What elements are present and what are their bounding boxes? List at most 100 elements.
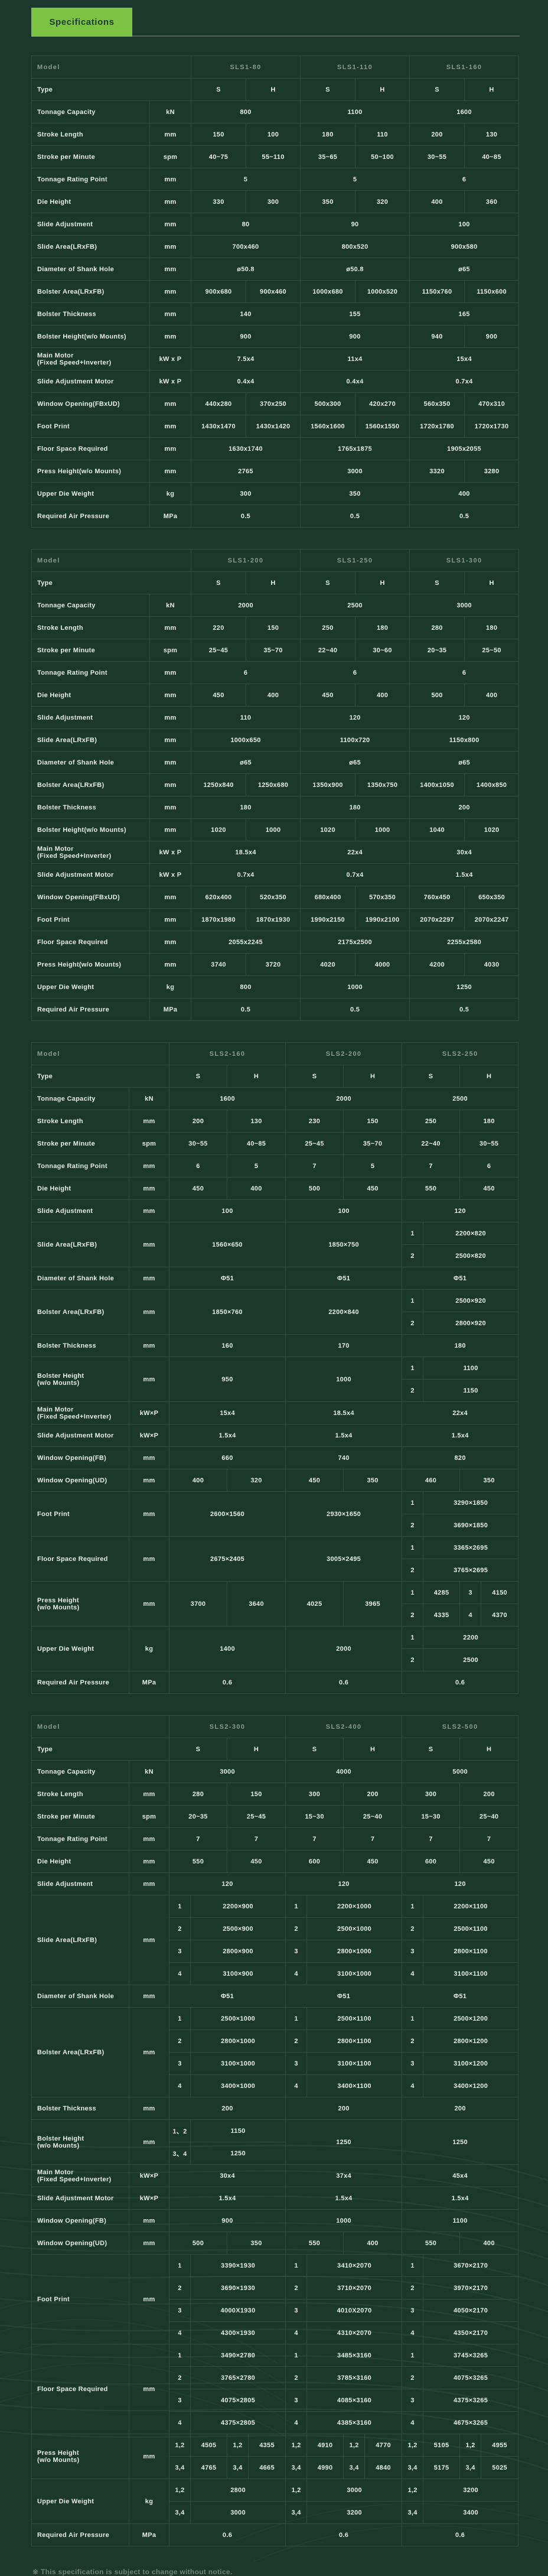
table-row: 2 3690×1930 2 3710×2070 2 3970×2170	[32, 2276, 519, 2299]
value-cell: 40~75	[191, 145, 246, 168]
value-cell: 1250x840	[191, 773, 246, 796]
value-cell: 1.5x4	[402, 2187, 519, 2210]
value-cell: ø50.8	[300, 258, 410, 281]
table-row: Tonnage Capacity kN 1600 2000 2500	[31, 1087, 519, 1110]
value-cell: 360	[464, 190, 520, 213]
value-cell: 120	[300, 706, 410, 729]
value-cell: 600	[285, 1850, 344, 1873]
variant-number: 1	[169, 2254, 191, 2277]
specifications-tab: Specifications	[31, 8, 132, 37]
value-cell: 4770	[364, 2434, 403, 2457]
value-cell: 900	[190, 325, 301, 348]
table-row: Window Opening(FBxUD) mm 440x280 370x250 500…	[31, 392, 520, 415]
table-row: Die Height mm 450 400 450 400 500 400	[31, 684, 520, 707]
row-label: Main Motor (Fixed Speed+Inverter)	[31, 1401, 129, 1424]
value-cell: 3000	[168, 1760, 286, 1783]
variant-number: 2	[285, 2276, 308, 2299]
table-row: Bolster Thickness mm 180 180 200	[31, 796, 520, 819]
value-cell: 7	[459, 1827, 519, 1850]
unit-cell: mm	[129, 2209, 169, 2232]
row-label: Main Motor (Fixed Speed+Inverter)	[31, 841, 150, 864]
value-cell: 150	[343, 1110, 403, 1133]
table-row: Window Opening(UD) mm 500 350 550 400 550 400	[31, 2232, 519, 2255]
row-label: Tonnage Capacity	[31, 1087, 129, 1110]
unit-cell: mm	[149, 953, 191, 976]
value-cell: 3000	[409, 594, 520, 617]
row-label: Foot Print	[31, 2254, 129, 2344]
variant-number: 4	[402, 2411, 424, 2434]
value-cell: 680x400	[300, 886, 356, 909]
value-cell: H	[355, 78, 410, 101]
value-cell: S	[402, 1738, 461, 1761]
value-cell: 0.5	[190, 998, 301, 1021]
model-header: SLS2-400	[285, 1715, 403, 1738]
unit-cell: kW×P	[129, 2187, 169, 2210]
value-cell: 220	[191, 616, 246, 639]
value-cell: 400	[464, 684, 520, 707]
value-cell: 3200	[423, 2479, 519, 2502]
value-cell: 3690×1930	[190, 2276, 286, 2299]
value-cell: S	[191, 571, 246, 594]
value-cell: 18.5x4	[285, 1401, 403, 1424]
unit-cell: mm	[149, 908, 191, 931]
variant-number: 1	[169, 2344, 191, 2367]
value-cell: 1765x1875	[300, 437, 410, 460]
value-cell: 400	[355, 684, 410, 707]
value-cell: 180	[464, 616, 520, 639]
value-cell: 130	[226, 1110, 286, 1133]
table-row: 2 2800×1000 2 2800×1100 2 2800×1200	[32, 2029, 519, 2053]
value-cell: 7	[402, 1827, 461, 1850]
spec-table-1: Model SLS1-80 SLS1-110 SLS1-160 Type S H S H S H To…	[31, 56, 520, 528]
value-cell: 18.5x4	[190, 841, 301, 864]
value-cell: 4150	[481, 1581, 519, 1604]
unit-cell: kN	[149, 594, 191, 617]
value-cell: 450	[285, 1469, 344, 1492]
unit-cell: kW×P	[129, 1424, 169, 1447]
value-cell: 350	[226, 2232, 286, 2255]
row-label: Stroke Length	[31, 1783, 129, 1806]
value-cell: 1630x1740	[190, 437, 301, 460]
row-label: Bolster Thickness	[31, 796, 150, 819]
value-cell: 2500×1000	[190, 2007, 286, 2030]
value-cell: 550	[402, 1177, 461, 1200]
unit-cell: kg	[149, 975, 191, 998]
value-cell: 1250	[402, 2119, 519, 2165]
unit-cell: mm	[129, 2254, 169, 2344]
table-row: Slide Area(LRxFB) mm 1560×650 1850×750 1 2200…	[31, 1222, 519, 1267]
value-cell: 200	[285, 2097, 403, 2120]
value-cell: 1.5x4	[168, 1424, 286, 1447]
table-row: Floor Space Required mm 1 3490×2780 1 3485×31…	[31, 2344, 519, 2434]
variant-number: 1,2	[227, 2434, 249, 2457]
variant-number: 1	[402, 1626, 424, 1649]
value-cell: 1600	[168, 1087, 286, 1110]
value-cell: 4050×2170	[423, 2299, 519, 2322]
table-row: 3 3100×1000 3 3100×1100 3 3100×1200	[32, 2052, 519, 2075]
variant-number: 1	[169, 1895, 191, 1918]
unit-cell: mm	[129, 2097, 169, 2120]
unit-cell: kg	[149, 482, 191, 505]
table-row: Press Height(w/o Mounts) mm 2765 3000 3320 32…	[31, 460, 520, 483]
value-cell: 2070x2247	[464, 908, 520, 931]
value-cell: 1.5x4	[168, 2187, 286, 2210]
spec-table-3: Model SLS2-160 SLS2-200 SLS2-250 Type S H S H S H T…	[31, 1042, 519, 1694]
value-cell: 3690×1850	[423, 1514, 519, 1537]
value-cell: 0.6	[168, 2523, 286, 2546]
table-row: Type S H S H S H	[31, 1738, 519, 1761]
value-cell: 1100	[423, 1357, 519, 1380]
value-cell: 400	[343, 2232, 403, 2255]
table-row: Slide Adjustment Motor kW×P 1.5x4 1.5x4 1.5x…	[31, 2187, 519, 2210]
value-cell: 100	[285, 1199, 403, 1222]
unit-cell: mm	[149, 661, 191, 684]
value-cell: 130	[464, 123, 520, 146]
table-row: 2 2800×920	[32, 1312, 519, 1335]
value-cell: 400	[459, 2232, 519, 2255]
table-row: Model SLS2-300 SLS2-400 SLS2-500	[31, 1715, 519, 1738]
value-cell: 110	[190, 706, 301, 729]
table-row: Bolster Area(LRxFB) mm 1850×760 2200×840 1 25…	[31, 1289, 519, 1335]
value-cell: 3400	[423, 2501, 519, 2524]
value-cell: 1150x800	[409, 728, 520, 752]
value-cell: 25~40	[343, 1805, 403, 1828]
table-row: Type S H S H S H	[31, 571, 520, 594]
value-cell: 5105	[423, 2434, 461, 2457]
value-cell: 3410×2070	[306, 2254, 403, 2277]
